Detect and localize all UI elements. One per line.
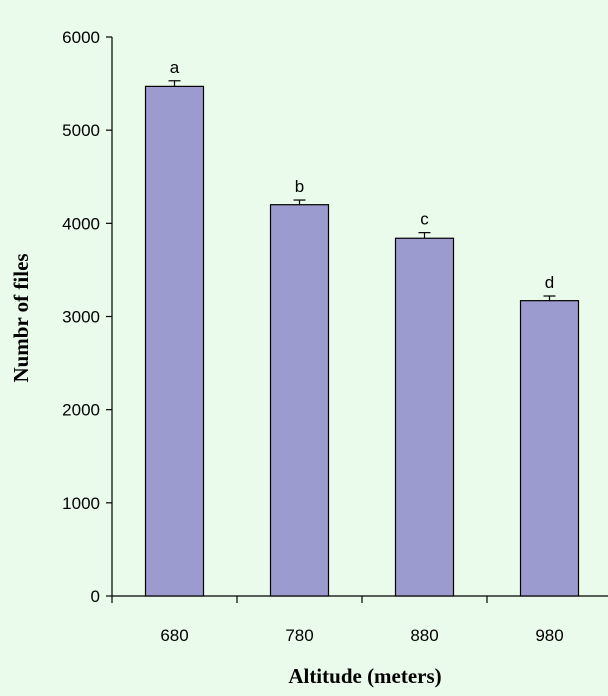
y-tick-label: 2000: [62, 401, 100, 420]
y-tick-label: 5000: [62, 121, 100, 140]
bar: [394, 237, 455, 597]
y-tick-label: 4000: [62, 214, 100, 233]
bar: [144, 85, 205, 597]
significance-label: b: [295, 177, 304, 196]
y-tick-label: 0: [91, 587, 100, 606]
x-tick-label: 980: [535, 626, 563, 645]
x-tick-label: 680: [160, 626, 188, 645]
y-tick-label: 3000: [62, 308, 100, 327]
y-tick-label: 1000: [62, 494, 100, 513]
x-tick-label: 780: [285, 626, 313, 645]
x-axis-title: Altitude (meters): [288, 664, 441, 688]
significance-label: a: [170, 58, 180, 77]
bar: [269, 204, 330, 597]
significance-label: d: [545, 273, 554, 292]
x-tick-label: 880: [410, 626, 438, 645]
bar: [519, 300, 580, 597]
y-tick-label: 6000: [62, 28, 100, 47]
y-axis-title: Numbr of files: [9, 253, 33, 382]
x-axis: 680 780 880 980: [111, 595, 608, 645]
bars: a b c d: [144, 58, 580, 597]
significance-label: c: [420, 210, 429, 229]
y-axis: 0 1000 2000 3000 4000 5000 6000: [62, 28, 113, 606]
